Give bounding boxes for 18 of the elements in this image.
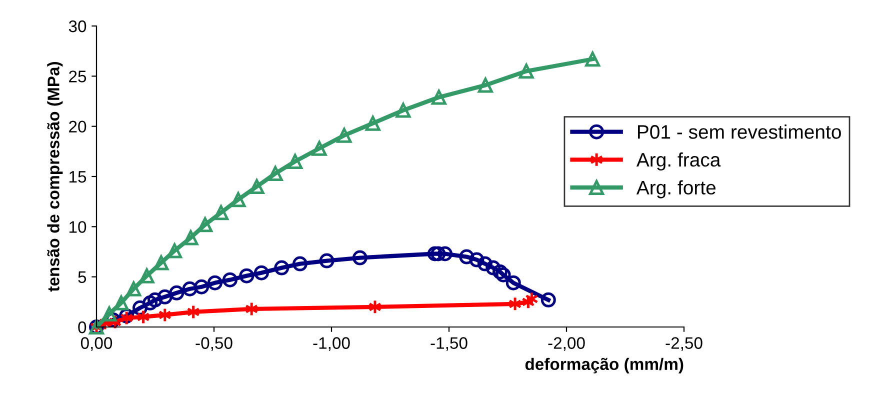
legend-label: Arg. fraca <box>636 152 721 171</box>
x-tick-label: -2,00 <box>548 337 585 351</box>
y-tick-label: 25 <box>69 70 86 82</box>
legend-label: P01 - sem revestimento <box>638 124 841 139</box>
y-tick-label: 0 <box>78 321 86 334</box>
legend-label: Arg. forte <box>636 180 716 198</box>
x-axis-title: deformação (mm/m) <box>525 358 684 374</box>
x-tick-label: 0,00 <box>80 337 112 351</box>
y-axis-title: tensão de compressão (MPa) <box>47 62 63 292</box>
x-tick-label: -1,00 <box>313 337 350 351</box>
y-tick-label: 5 <box>78 271 86 284</box>
y-tick-label: 15 <box>70 171 86 183</box>
x-tick-label: -0,50 <box>196 337 232 351</box>
y-tick-label: 20 <box>69 120 86 133</box>
y-tick-label: 10 <box>70 221 86 233</box>
x-tick-label: -1,50 <box>430 337 468 351</box>
y-tick-label: 30 <box>68 20 86 32</box>
x-tick-label: -2,50 <box>666 337 702 351</box>
